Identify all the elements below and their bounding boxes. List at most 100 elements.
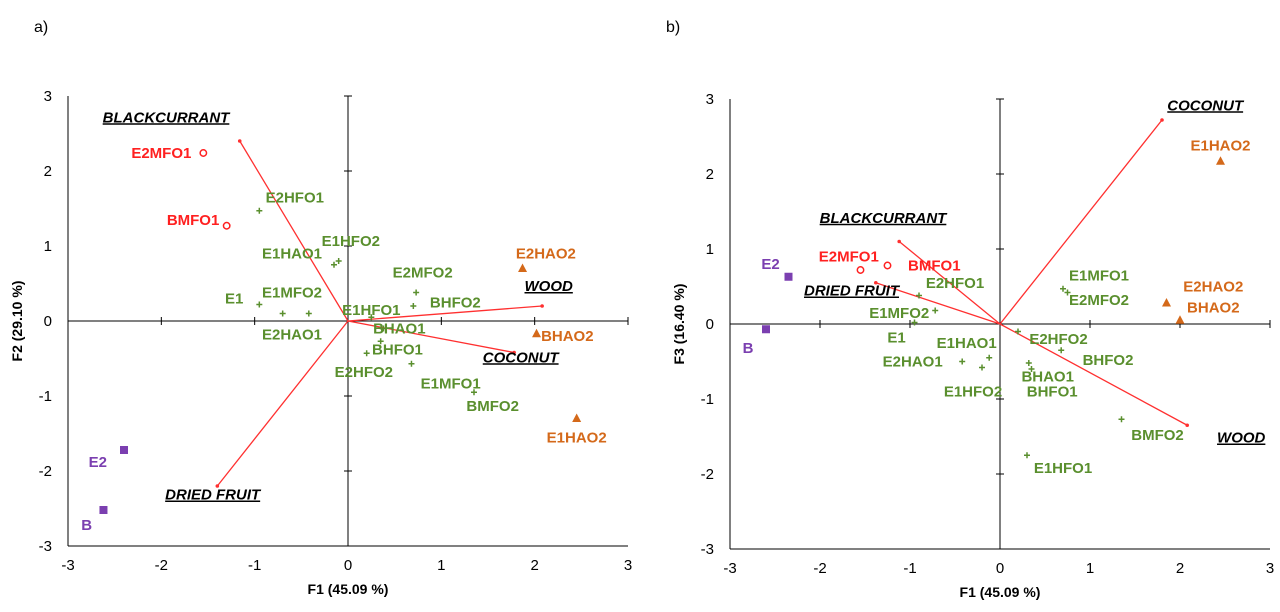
x-tick-label: -2: [813, 560, 826, 577]
x-axis-title: F1 (45.09 %): [960, 584, 1041, 600]
point-marker: [364, 350, 370, 356]
y-axis-title: F2 (29.10 %): [9, 281, 25, 362]
x-tick-label: 0: [344, 557, 352, 574]
x-axis-title: F1 (45.09 %): [308, 581, 389, 597]
variable-vector-tip: [238, 139, 242, 143]
point-marker: [413, 290, 419, 296]
point-marker: [280, 311, 286, 317]
point-marker: [857, 267, 863, 273]
x-tick-label: 2: [1176, 560, 1184, 577]
point-label: BMFO1: [908, 258, 961, 275]
biplot-panel-a: a) -3 -2 -1 0 1 2 3 -3 -2 -1 0 1 2 3 F1 (45.09 %) F2 (2…: [9, 19, 632, 597]
point-marker: [1026, 360, 1032, 366]
y-tick-label: -3: [39, 538, 52, 555]
point-marker: [256, 302, 262, 308]
point-label: E1: [225, 291, 243, 308]
point-marker: [306, 311, 312, 317]
point-label: E1MFO2: [262, 285, 322, 302]
variable-label: COCONUT: [1167, 97, 1245, 114]
point-label: E2MFO1: [819, 249, 879, 266]
variable-vector-tip: [540, 304, 544, 308]
point-label: E1: [887, 330, 905, 347]
point-marker: [1176, 315, 1185, 324]
y-tick-label: 2: [706, 166, 714, 183]
point-marker: [986, 355, 992, 361]
point-label: B: [81, 517, 92, 534]
point-label: E2MFO1: [131, 145, 191, 162]
y-tick-label: 1: [44, 238, 52, 255]
x-tick-label: -1: [248, 557, 261, 574]
point-marker: [336, 258, 342, 264]
point-marker: [785, 273, 793, 281]
point-marker: [572, 414, 581, 423]
y-tick-label: -1: [39, 388, 52, 405]
point-marker: [1060, 286, 1066, 292]
point-marker: [762, 325, 770, 333]
y-tick-label: 3: [44, 88, 52, 105]
point-label: BHAO2: [1187, 300, 1240, 317]
variable-label: DRIED FRUIT: [804, 283, 901, 300]
point-label: E2HFO1: [266, 189, 324, 206]
point-label: E2HAO1: [883, 354, 943, 371]
point-marker: [408, 361, 414, 367]
point-label: BHFO2: [1083, 352, 1134, 369]
point-marker: [200, 150, 206, 156]
point-label: E1HFO1: [342, 302, 400, 319]
point-marker: [410, 303, 416, 309]
point-label: E1HAO2: [547, 429, 607, 446]
x-tick-label: -2: [155, 557, 168, 574]
panel-label-b: b): [666, 19, 680, 36]
x-tick-label: 1: [437, 557, 445, 574]
variable-vector: [217, 321, 348, 486]
x-tick-label: -3: [61, 557, 74, 574]
point-label: BHAO2: [541, 328, 594, 345]
point-label: E1MFO1: [421, 375, 481, 392]
point-label: E1HAO2: [1190, 138, 1250, 155]
variable-label: DRIED FRUIT: [165, 487, 262, 504]
point-label: BHFO1: [372, 342, 423, 359]
point-label: E2: [761, 256, 779, 273]
variable-label: BLACKCURRANT: [820, 210, 948, 227]
y-tick-label: 2: [44, 163, 52, 180]
point-label: E1HAO1: [937, 335, 997, 352]
variable-vector-tip: [1185, 423, 1189, 427]
point-marker: [979, 365, 985, 371]
point-marker: [1119, 416, 1125, 422]
point-marker: [331, 262, 337, 268]
point-marker: [1024, 452, 1030, 458]
point-marker: [1015, 329, 1021, 335]
point-label: E2MFO2: [1069, 292, 1129, 309]
variable-label: COCONUT: [483, 349, 561, 366]
point-label: E1MFO1: [1069, 267, 1129, 284]
point-label: E2HAO2: [516, 246, 576, 263]
point-label: BMFO2: [1131, 427, 1184, 444]
y-tick-label: -3: [701, 541, 714, 558]
y-tick-label: -2: [701, 466, 714, 483]
point-label: BHFO2: [430, 294, 481, 311]
y-tick-label: 0: [706, 316, 714, 333]
x-tick-label: -3: [723, 560, 736, 577]
x-tick-label: 1: [1086, 560, 1094, 577]
y-tick-label: 0: [44, 313, 52, 330]
point-marker: [518, 264, 527, 273]
y-tick-label: -2: [39, 463, 52, 480]
variable-vector-tip: [1160, 118, 1164, 122]
point-label: BHFO1: [1027, 384, 1078, 401]
point-marker: [1058, 347, 1064, 353]
point-label: E1HFO2: [944, 384, 1002, 401]
point-marker: [1162, 298, 1171, 307]
x-tick-label: 0: [996, 560, 1004, 577]
point-label: E1HFO1: [1034, 460, 1092, 477]
point-label: E2HFO1: [926, 275, 984, 292]
point-label: BHAO1: [373, 321, 426, 338]
point-marker: [99, 506, 107, 514]
point-label: B: [743, 340, 754, 357]
y-tick-label: 3: [706, 91, 714, 108]
y-tick-label: 1: [706, 241, 714, 258]
x-tick-label: -1: [903, 560, 916, 577]
variable-vector-tip: [897, 240, 901, 244]
y-axis-title: F3 (16.40 %): [671, 284, 687, 365]
point-label: E1HFO2: [322, 233, 380, 250]
variable-label: WOOD: [1217, 430, 1265, 447]
